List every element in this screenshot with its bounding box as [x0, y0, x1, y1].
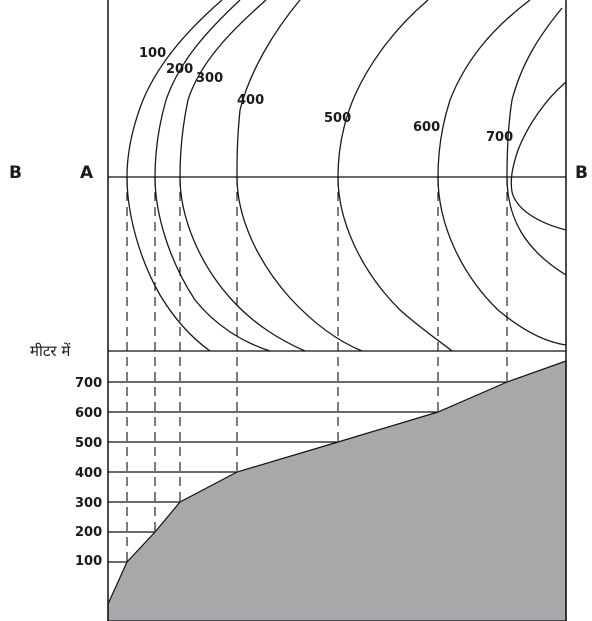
elevation-gridlines — [108, 381, 507, 563]
contour-line-200 — [154, 0, 271, 352]
section-label-left-inner: A — [80, 163, 94, 183]
projection-lines — [126, 177, 508, 562]
contour-labels: 100 200 300 400 500 600 700 — [139, 46, 513, 145]
contour-line-300 — [179, 0, 306, 352]
contour-label-700: 700 — [486, 130, 513, 145]
section-label-left-outer: B — [9, 163, 22, 183]
contour-label-400: 400 — [237, 93, 264, 108]
contour-lines — [126, 0, 567, 352]
unit-label: मीटर में — [30, 342, 71, 360]
contour-line-400 — [236, 0, 363, 352]
contour-label-300: 300 — [196, 71, 223, 86]
contour-line-500 — [337, 0, 453, 352]
contour-label-100: 100 — [139, 46, 166, 61]
elevation-profile-shape — [107, 360, 567, 621]
tick-label-300: 300 — [75, 496, 102, 511]
contour-line-700-inner — [510, 81, 567, 231]
contour-label-500: 500 — [324, 111, 351, 126]
tick-label-700: 700 — [75, 376, 102, 391]
contour-label-200: 200 — [166, 62, 193, 77]
tick-label-200: 200 — [75, 525, 102, 540]
contour-label-600: 600 — [413, 120, 440, 135]
elevation-tick-labels: 700 600 500 400 300 200 100 — [75, 376, 102, 569]
tick-label-100: 100 — [75, 554, 102, 569]
tick-label-400: 400 — [75, 466, 102, 481]
tick-label-600: 600 — [75, 406, 102, 421]
tick-label-500: 500 — [75, 436, 102, 451]
map-frame — [107, 0, 567, 621]
contour-line-600 — [437, 0, 567, 346]
contour-line-700 — [506, 7, 567, 276]
section-label-right: B — [575, 163, 588, 183]
